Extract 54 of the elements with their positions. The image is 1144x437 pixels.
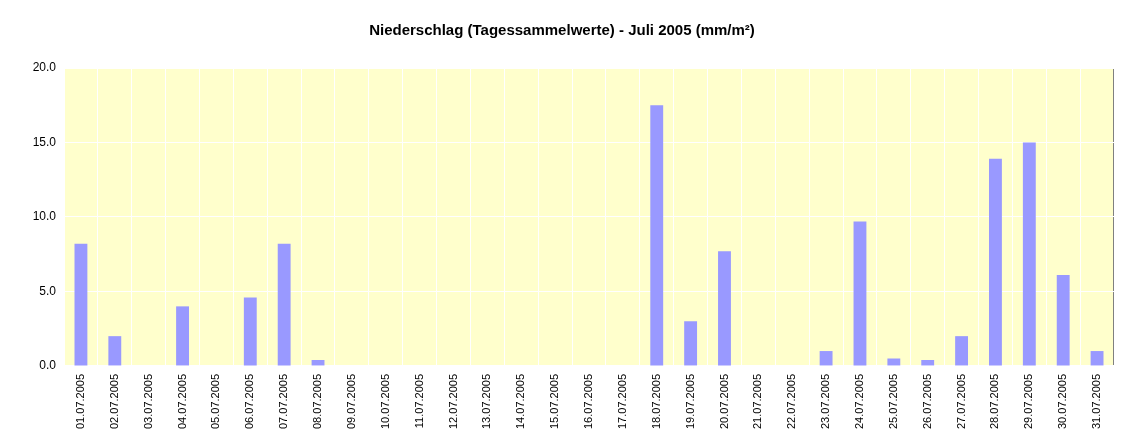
bar	[718, 251, 731, 366]
x-tick-label: 19.07.2005	[683, 373, 696, 430]
x-tick-label: 13.07.2005	[480, 373, 493, 430]
x-tick-label: 16.07.2005	[582, 373, 595, 430]
bar	[74, 243, 88, 366]
y-tick-label: 20.0	[32, 60, 57, 75]
x-tick-label: 27.07.2005	[954, 373, 967, 430]
x-tick-label: 21.07.2005	[751, 373, 764, 430]
bar	[1090, 351, 1104, 366]
x-tick-label: 31.07.2005	[1090, 373, 1103, 430]
bar	[853, 221, 867, 366]
chart-title: Niederschlag (Tagessammelwerte) - Juli 2005 (mm/m²)	[369, 21, 755, 39]
bar	[684, 321, 698, 366]
bar	[1022, 142, 1036, 366]
bar	[819, 351, 833, 366]
bar	[887, 358, 901, 366]
bar	[989, 158, 1002, 366]
x-tick-label: 12.07.2005	[446, 373, 459, 430]
x-tick-label: 06.07.2005	[243, 373, 256, 430]
x-tick-label: 10.07.2005	[378, 373, 391, 430]
x-tick-label: 24.07.2005	[853, 373, 865, 430]
x-tick-label: 09.07.2005	[344, 373, 357, 430]
bar	[650, 105, 664, 366]
x-tick-label: 26.07.2005	[920, 373, 933, 430]
x-tick-label: 05.07.2005	[209, 373, 222, 430]
x-tick-label: 29.07.2005	[1022, 373, 1035, 430]
x-tick-label: 15.07.2005	[548, 373, 561, 430]
x-tick-label: 11.07.2005	[412, 373, 425, 429]
x-tick-label: 07.07.2005	[277, 373, 290, 430]
x-tick-label: 18.07.2005	[649, 373, 662, 430]
x-tick-label: 22.07.2005	[785, 373, 798, 430]
bar	[176, 306, 189, 366]
bar	[921, 359, 935, 366]
x-tick-label: 08.07.2005	[311, 373, 324, 430]
x-tick-label: 23.07.2005	[819, 373, 832, 430]
bar	[955, 336, 969, 366]
x-tick-label: 04.07.2005	[175, 373, 188, 430]
y-tick-label: 15.0	[32, 134, 57, 149]
bar	[1056, 275, 1070, 366]
x-tick-label: 28.07.2005	[988, 373, 1001, 430]
x-tick-label: 17.07.2005	[615, 373, 628, 430]
y-tick-label: 0.0	[39, 358, 57, 373]
bar	[243, 297, 257, 366]
x-tick-label: 03.07.2005	[141, 373, 154, 430]
x-tick-label: 30.07.2005	[1056, 373, 1069, 430]
bar	[277, 243, 291, 366]
bar	[108, 336, 122, 366]
x-tick-label: 02.07.2005	[107, 373, 120, 430]
x-tick-label: 20.07.2005	[717, 373, 730, 430]
x-tick-label: 14.07.2005	[514, 373, 527, 430]
y-tick-label: 10.0	[32, 209, 57, 224]
x-tick-label: 01.07.2005	[73, 373, 86, 430]
x-tick-label: 25.07.2005	[886, 373, 899, 430]
y-tick-label: 5.0	[39, 283, 57, 298]
